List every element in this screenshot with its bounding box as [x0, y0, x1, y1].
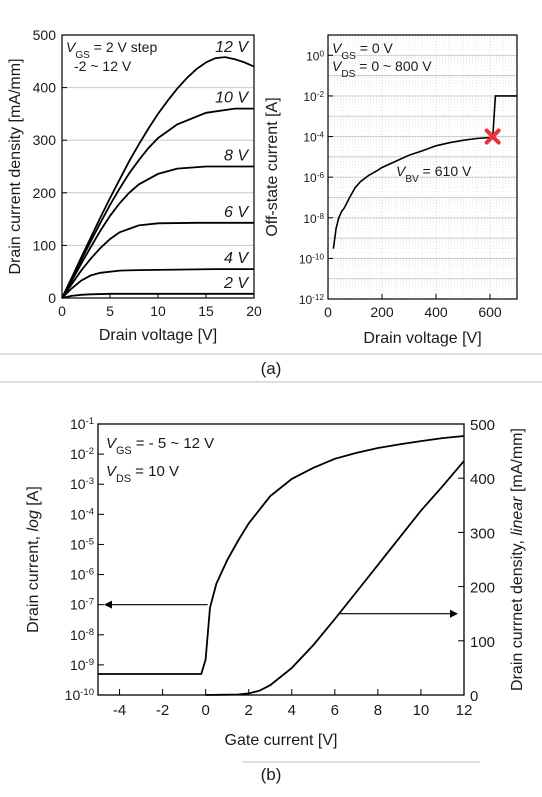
x-tick-label: 400	[424, 304, 448, 320]
y-left-tick-label: 10-6	[70, 566, 94, 583]
y-right-tick-label: 100	[470, 634, 495, 651]
y-tick-label: 10-2	[303, 89, 324, 104]
x-tick-label: 600	[478, 304, 502, 320]
annotation-vgs: VGS = 0 V	[332, 40, 394, 62]
x-tick-label: 4	[288, 702, 296, 719]
series-line	[61, 292, 254, 299]
panel-label-b: (b)	[261, 765, 282, 784]
y-tick-label: 200	[33, 185, 57, 201]
y-left-tick-label: 10-10	[65, 687, 94, 704]
series-line-linear	[205, 460, 465, 696]
y-left-tick-label: 10-8	[70, 626, 94, 643]
series-line	[61, 268, 254, 299]
x-tick-label: -2	[156, 702, 169, 719]
plot-frame	[327, 34, 518, 300]
y-tick-label: 500	[33, 27, 57, 43]
y-left-tick-label: 10-2	[70, 446, 94, 463]
y-left-tick-label: 10-9	[70, 656, 94, 673]
series-line	[61, 221, 254, 299]
series-line	[61, 107, 254, 299]
x-tick-label: 200	[370, 304, 394, 320]
x-tick-label: 0	[201, 702, 209, 719]
y-right-tick-label: 400	[470, 471, 495, 488]
x-tick-label: 2	[245, 702, 253, 719]
y-tick-label: 10-10	[299, 252, 325, 267]
series-label: 6 V	[224, 204, 249, 221]
y-axis-label: Drain current density [mA/mm]	[7, 58, 24, 274]
x-tick-label: 20	[246, 303, 262, 319]
series-label: 2 V	[223, 275, 249, 292]
y-axis-label: Off-state current [A]	[264, 97, 281, 236]
series-label: 8 V	[224, 148, 249, 165]
y-tick-label: 100	[306, 49, 324, 64]
arrow-head-right	[450, 609, 458, 618]
series-label: 4 V	[224, 250, 249, 267]
y-left-tick-label: 10-3	[70, 476, 94, 493]
x-tick-label: 0	[324, 304, 332, 320]
y-tick-label: 10-12	[299, 293, 325, 308]
breakdown-label: VBV = 610 V	[396, 163, 472, 185]
y-tick-label: 10-4	[303, 130, 324, 145]
chart-off-state-current: 0 200 400 600 10-12 10-10 10-8 10-6 10-4 10-2 100 V…	[264, 34, 518, 347]
y-left-axis-label: Drain current, log [A]	[25, 486, 42, 633]
breakdown-marker	[484, 128, 501, 145]
chart-transfer-characteristics: -4 -2 0 2 4 6 8 10 1210-1010-910-810-710-610-510…	[25, 416, 526, 750]
annotation-vgs-range: -2 ~ 12 V	[74, 58, 132, 74]
y-tick-label: 10-8	[303, 211, 324, 226]
x-tick-label: 8	[374, 702, 382, 719]
y-tick-label: 0	[48, 290, 56, 306]
y-tick-label: 10-6	[303, 171, 324, 186]
x-tick-label: 5	[106, 303, 114, 319]
series-label: 10 V	[215, 90, 249, 107]
y-left-tick-label: 10-7	[70, 596, 94, 613]
series-line	[61, 165, 254, 299]
series-line-log	[98, 435, 465, 675]
x-tick-label: 10	[150, 303, 166, 319]
y-tick-label: 400	[33, 80, 57, 96]
x-tick-label: 15	[198, 303, 214, 319]
panel-label-a: (a)	[261, 359, 282, 378]
x-tick-label: 6	[331, 702, 339, 719]
y-left-tick-label: 10-5	[70, 536, 94, 553]
x-tick-label: 0	[58, 303, 66, 319]
y-tick-label: 300	[33, 132, 57, 148]
series-line	[61, 56, 255, 299]
x-tick-label: 12	[456, 702, 473, 719]
x-axis-label: Drain voltage [V]	[99, 327, 217, 344]
x-tick-label: -4	[113, 702, 126, 719]
annotation-vgs-step: VGS = 2 V step	[66, 39, 157, 61]
y-tick-label: 100	[33, 237, 57, 253]
x-tick-label: 10	[413, 702, 430, 719]
y-right-tick-label: 200	[470, 580, 495, 597]
plot-frame	[97, 423, 465, 696]
y-right-tick-label: 0	[470, 688, 478, 705]
x-axis-label: Drain voltage [V]	[363, 330, 481, 347]
series-label: 12 V	[215, 39, 249, 56]
annotation-vgs: VGS = - 5 ~ 12 V	[106, 435, 214, 457]
annotation-vds: VDS = 10 V	[106, 463, 179, 485]
x-axis-label: Gate current [V]	[225, 732, 338, 749]
y-right-tick-label: 500	[470, 417, 495, 434]
arrow-head-left	[104, 600, 112, 609]
annotation-vds: VDS = 0 ~ 800 V	[332, 58, 432, 80]
y-left-tick-label: 10-1	[70, 416, 94, 433]
y-right-tick-label: 300	[470, 525, 495, 542]
y-right-axis-label: Drain currnet density, linear [mA/mm]	[509, 428, 526, 691]
y-left-tick-label: 10-4	[70, 506, 95, 523]
